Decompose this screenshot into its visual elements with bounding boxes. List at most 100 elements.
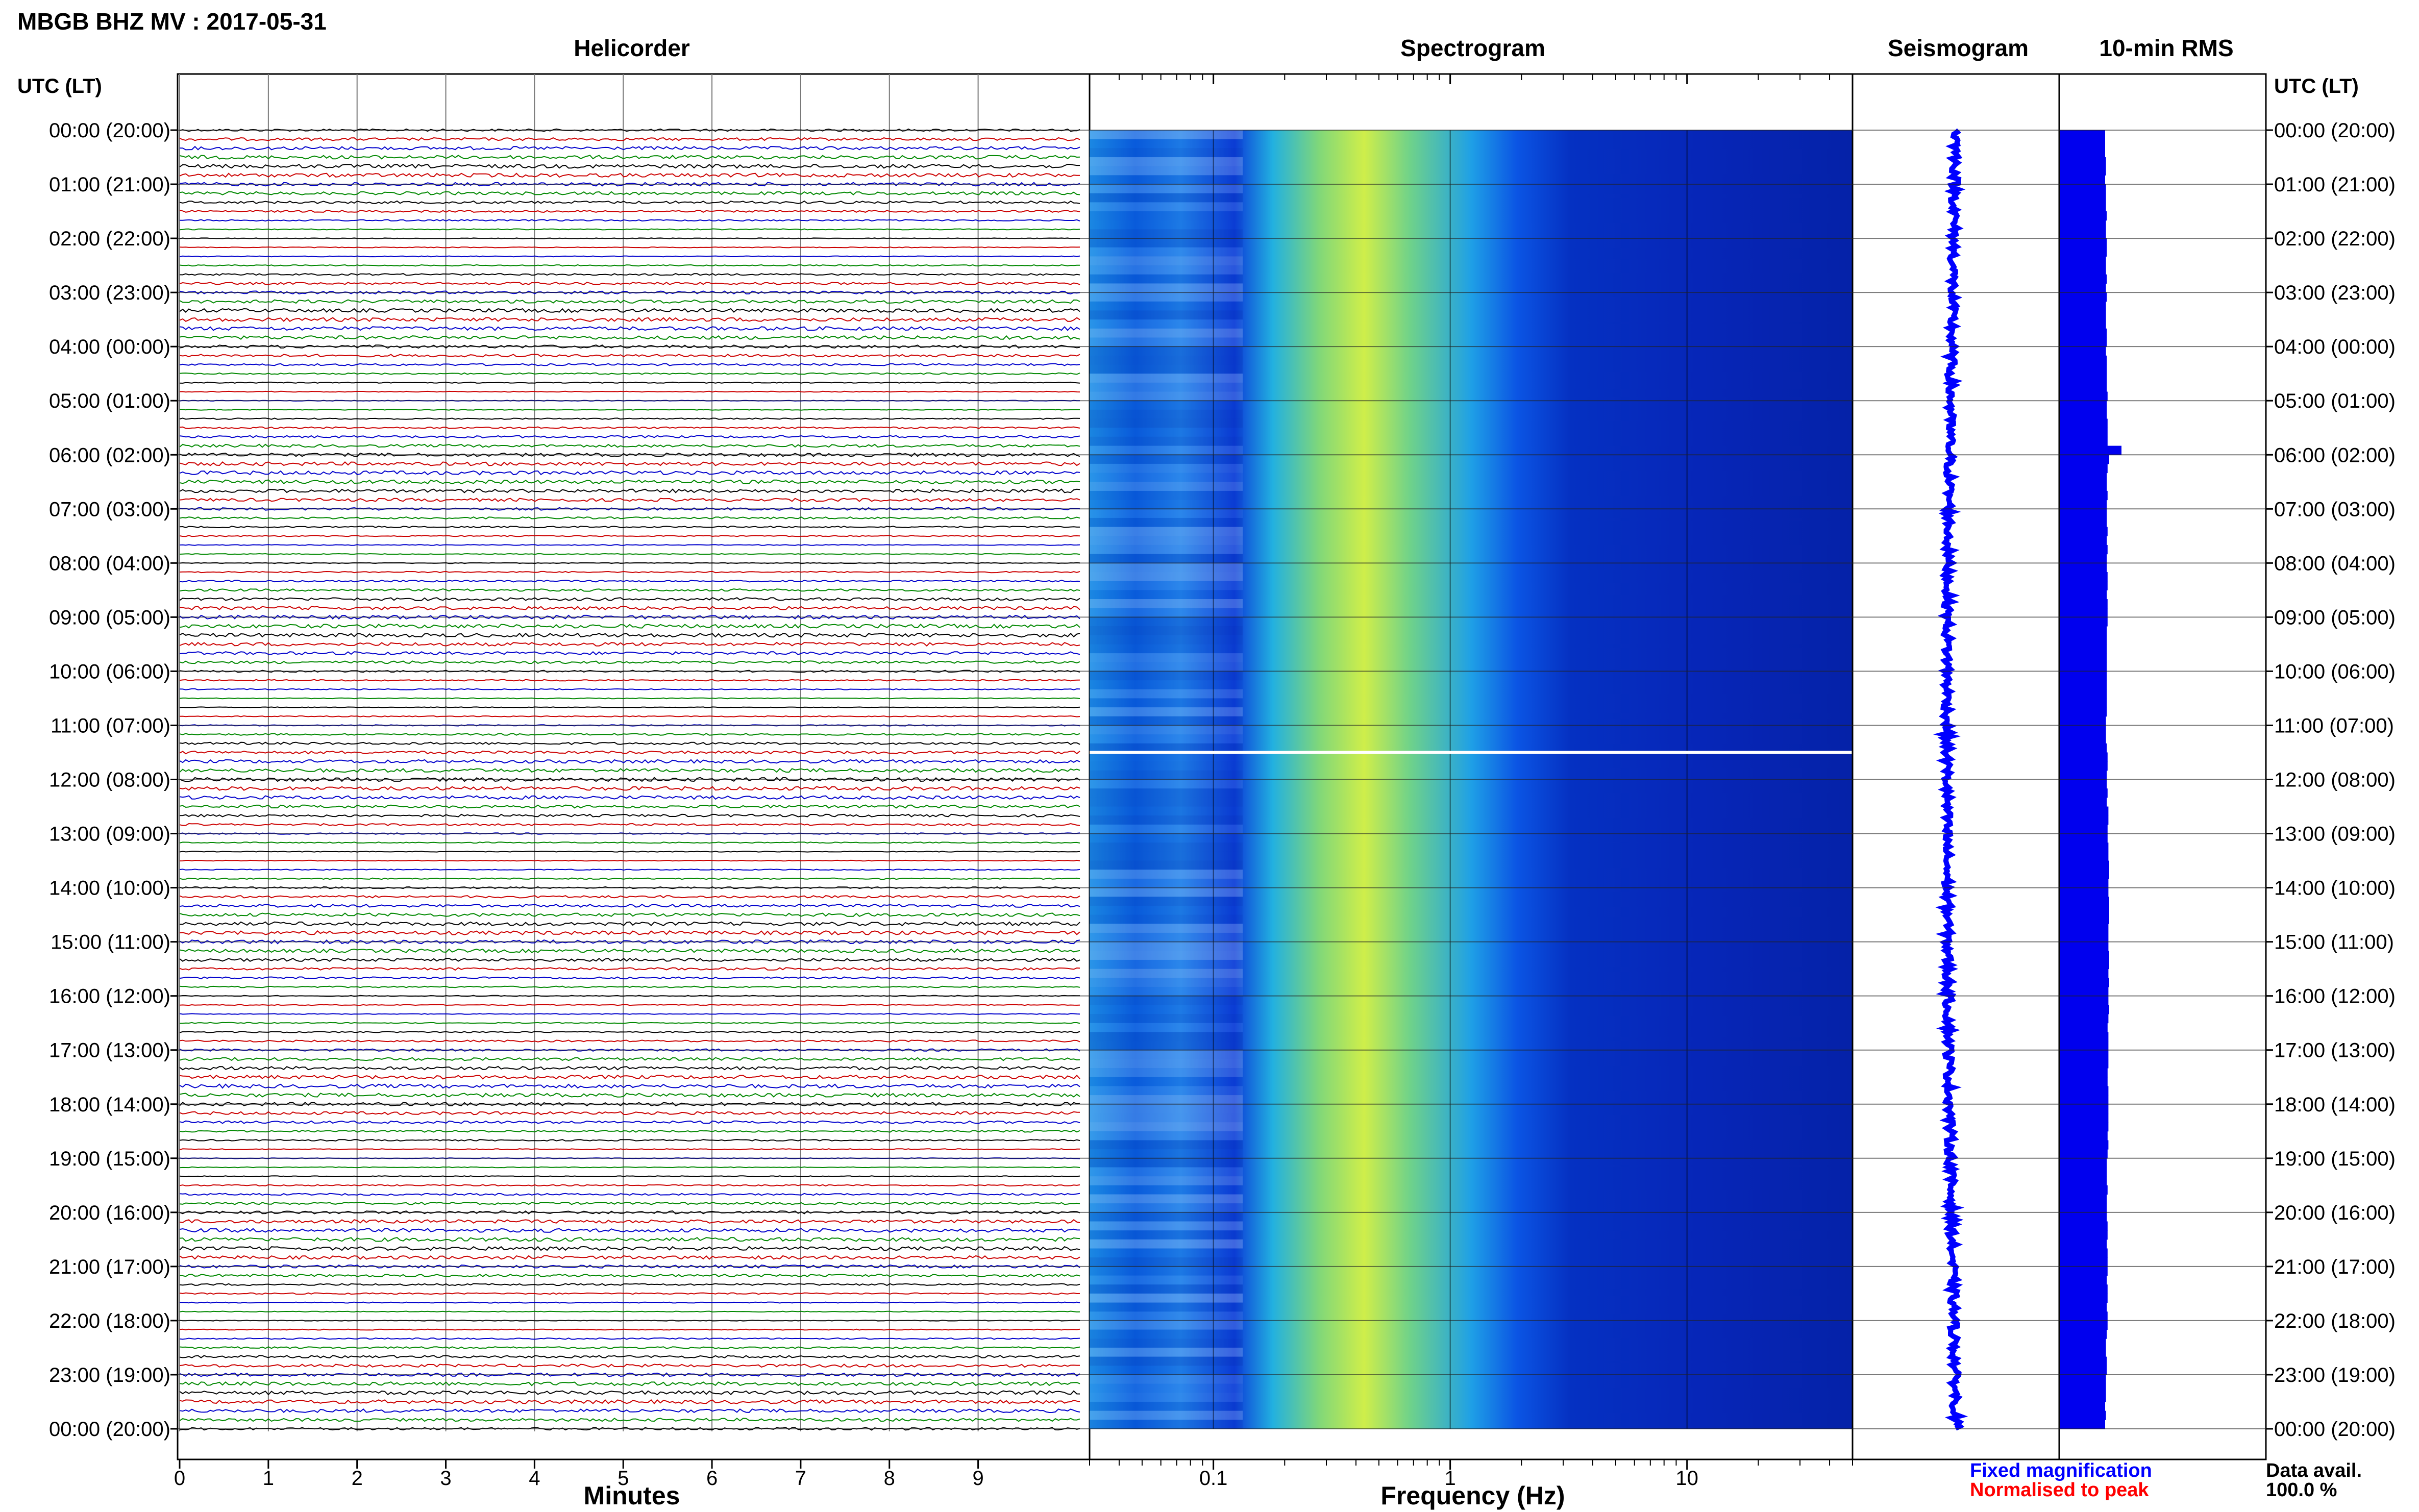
helicorder-trace — [179, 1283, 1080, 1286]
helicorder-trace — [179, 461, 1080, 466]
spectrogram-row-band — [1090, 401, 1243, 410]
helicorder-trace — [179, 1399, 1080, 1405]
spectrogram-row-band — [1090, 301, 1243, 311]
rms-bar — [2060, 247, 2107, 257]
spectrogram-row-band — [1090, 590, 1243, 600]
spectrogram-row-band — [1090, 797, 1243, 807]
rms-bar — [2060, 184, 2106, 194]
rms-bar — [2060, 301, 2106, 311]
helicorder-trace — [179, 299, 1080, 304]
spectrogram-row-band — [1090, 247, 1243, 257]
helicorder-trace — [179, 1408, 1080, 1414]
helicorder-trace — [179, 786, 1080, 791]
rms-bar — [2060, 752, 2108, 762]
rms-bar — [2060, 671, 2107, 681]
rms-bar — [2060, 193, 2106, 203]
spectrogram-row-band — [1090, 1104, 1243, 1113]
spectrogram-row-band — [1090, 337, 1243, 347]
rms-bar — [2060, 689, 2107, 699]
rms-bar — [2060, 924, 2109, 933]
helicorder-heading: Helicorder — [574, 35, 690, 61]
helicorder-trace — [179, 1048, 1080, 1052]
helicorder-trace — [179, 417, 1080, 420]
rms-bar — [2060, 680, 2107, 690]
helicorder-trace — [179, 155, 1080, 160]
rms-bar — [2060, 1393, 2106, 1402]
rms-bar — [2060, 1194, 2107, 1204]
spectrogram-row-band — [1090, 996, 1243, 1005]
spectrogram-row-band — [1090, 1158, 1243, 1168]
helicorder-trace — [179, 1219, 1080, 1224]
rms-bar — [2060, 211, 2107, 221]
rms-panel — [2058, 73, 2267, 1460]
spectrogram-row-band — [1090, 680, 1243, 689]
helicorder-trace — [179, 335, 1080, 340]
spectrogram-row-band — [1090, 1059, 1243, 1069]
spectrogram-row-band — [1090, 1176, 1243, 1185]
left-time-label: 15:00 (11:00) — [51, 931, 170, 954]
helicorder-trace — [179, 1057, 1080, 1061]
legend-fixed-magnification: Fixed magnification — [1970, 1460, 2152, 1481]
spectrogram-row-band — [1090, 1005, 1243, 1014]
helicorder-trace — [179, 679, 1080, 682]
left-time-label: 05:00 (01:00) — [49, 390, 170, 412]
helicorder-trace — [179, 976, 1080, 980]
rms-bar — [2060, 608, 2108, 617]
spectrogram-row-band — [1090, 1275, 1243, 1285]
rms-bar — [2060, 635, 2107, 645]
spectrogram-tick-label: 10 — [1675, 1467, 1698, 1490]
spectrogram-row-band — [1090, 346, 1243, 356]
helicorder-trace — [179, 606, 1080, 611]
rms-bar — [2060, 1383, 2106, 1393]
rms-bar — [2060, 1339, 2106, 1348]
rms-bar — [2060, 274, 2107, 284]
rms-bar — [2060, 761, 2108, 771]
right-time-label: 02:00 (22:00) — [2274, 228, 2396, 250]
left-time-label: 07:00 (03:00) — [49, 498, 170, 520]
spectrogram-row-band — [1090, 842, 1243, 852]
rms-bar — [2060, 1050, 2109, 1059]
rms-bar — [2060, 1329, 2107, 1339]
left-time-label: 21:00 (17:00) — [49, 1256, 170, 1278]
helicorder-trace — [179, 1355, 1080, 1359]
right-time-label: 08:00 (04:00) — [2274, 552, 2396, 575]
right-time-label: 07:00 (03:00) — [2274, 498, 2396, 520]
spectrogram-row-band — [1090, 572, 1243, 581]
rms-bar — [2060, 527, 2108, 536]
rms-bar — [2060, 1158, 2107, 1168]
spectrogram-row-band — [1090, 626, 1243, 635]
rms-bar — [2060, 482, 2107, 491]
rms-bar — [2060, 445, 2121, 455]
rms-bar — [2060, 599, 2108, 609]
spectrogram-row-band — [1090, 1203, 1243, 1212]
helicorder-trace — [179, 859, 1080, 862]
left-time-label: 16:00 (12:00) — [49, 985, 170, 1008]
rms-bar — [2060, 563, 2107, 573]
spectrogram-row-band — [1090, 130, 1243, 139]
helicorder-trace — [179, 823, 1080, 826]
helicorder-trace — [179, 715, 1080, 717]
helicorder-trace — [179, 1364, 1080, 1368]
helicorder-trace — [179, 363, 1080, 366]
spectrogram-row-band — [1090, 1068, 1243, 1077]
spectrogram-row-band — [1090, 500, 1243, 509]
rms-bar — [2060, 1257, 2108, 1267]
helicorder-trace — [179, 651, 1080, 656]
spectrogram-row-band — [1090, 428, 1243, 437]
spectrogram-row-band — [1090, 1185, 1243, 1195]
rms-bar — [2060, 797, 2107, 807]
rms-bar — [2060, 815, 2109, 825]
spectrogram-row-band — [1090, 1041, 1243, 1050]
spectrogram-row-band — [1090, 382, 1243, 392]
rms-bar — [2060, 716, 2106, 726]
spectrogram-row-band — [1090, 662, 1243, 672]
helicorder-trace — [179, 488, 1080, 493]
spectrogram-row-band — [1090, 914, 1243, 924]
right-time-label: 00:00 (20:00) — [2274, 119, 2396, 142]
helicorder-trace — [180, 921, 1080, 927]
rms-bar — [2060, 986, 2109, 997]
spectrogram-row-band — [1090, 1393, 1243, 1402]
helicorder-trace — [179, 903, 1080, 908]
spectrogram-x-axis-title: Frequency (Hz) — [1380, 1481, 1565, 1510]
helicorder-trace — [179, 912, 1080, 917]
